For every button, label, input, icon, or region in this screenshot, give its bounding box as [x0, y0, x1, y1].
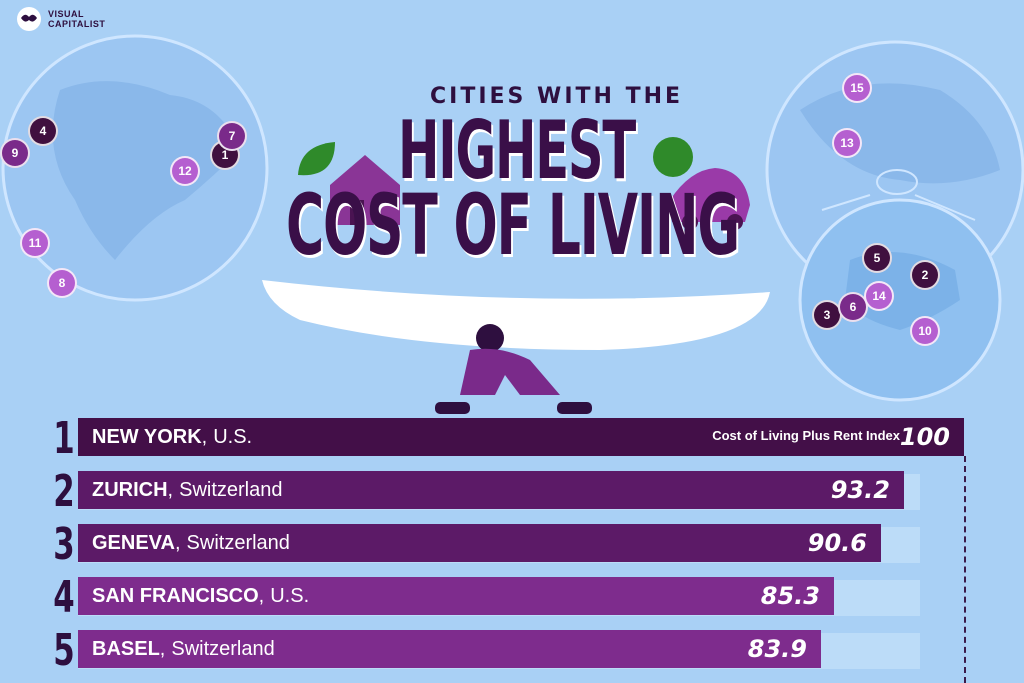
index-label: Cost of Living Plus Rent Index: [712, 428, 900, 443]
bar-country-label: Switzerland: [179, 478, 283, 501]
bar-country-label: U.S.: [270, 584, 310, 607]
bar-5: BASEL, Switzerland 83.9: [78, 630, 821, 668]
bar-3: GENEVA, Switzerland 90.6: [78, 524, 881, 562]
map-marker-15: 15: [842, 73, 872, 103]
rank-label: 5: [53, 625, 75, 676]
bar-value-label: 90.6: [807, 529, 867, 557]
visual-capitalist-logo-icon: [17, 7, 41, 31]
title-line-1: CITIES WITH THE: [430, 84, 684, 109]
brand-line-1: VISUAL: [48, 9, 85, 19]
map-marker-9: 9: [0, 138, 30, 168]
index-100-dashed-line: [964, 456, 966, 683]
rank-label: 3: [53, 519, 75, 570]
bar-country-label: Switzerland: [186, 531, 290, 554]
bar-2: ZURICH, Switzerland 93.2: [78, 471, 904, 509]
title-line-2: HIGHEST: [398, 104, 636, 197]
map-marker-2: 2: [910, 260, 940, 290]
bar-value-label: 100: [899, 423, 950, 451]
bar-city-label: NEW YORK: [92, 425, 202, 448]
brand-logo: VISUAL CAPITALIST: [16, 6, 105, 32]
bar-1: NEW YORK, U.S. Cost of Living Plus Rent …: [78, 418, 964, 456]
rank-label: 4: [53, 572, 75, 623]
title-line-3: COST OF LIVING: [286, 176, 740, 274]
rank-label: 2: [53, 466, 75, 517]
brand-name: VISUAL CAPITALIST: [48, 9, 105, 29]
bar-4: SAN FRANCISCO, U.S. 85.3: [78, 577, 834, 615]
map-marker-6: 6: [838, 292, 868, 322]
map-marker-12: 12: [170, 156, 200, 186]
bar-city-label: BASEL: [92, 637, 160, 660]
bar-value-label: 85.3: [760, 582, 820, 610]
map-marker-8: 8: [47, 268, 77, 298]
brand-line-2: CAPITALIST: [48, 19, 106, 29]
bar-country-label: Switzerland: [171, 637, 275, 660]
bar-value-label: 93.2: [830, 476, 890, 504]
bar-city-label: ZURICH: [92, 478, 168, 501]
rank-label: 1: [53, 413, 75, 464]
bar-value-label: 83.9: [747, 635, 807, 663]
map-marker-14: 14: [864, 281, 894, 311]
map-marker-11: 11: [20, 228, 50, 258]
bar-city-label: GENEVA: [92, 531, 175, 554]
map-marker-13: 13: [832, 128, 862, 158]
bar-city-label: SAN FRANCISCO: [92, 584, 259, 607]
map-marker-10: 10: [910, 316, 940, 346]
map-marker-4: 4: [28, 116, 58, 146]
map-marker-5: 5: [862, 243, 892, 273]
map-marker-7: 7: [217, 121, 247, 151]
bar-country-label: U.S.: [213, 425, 253, 448]
